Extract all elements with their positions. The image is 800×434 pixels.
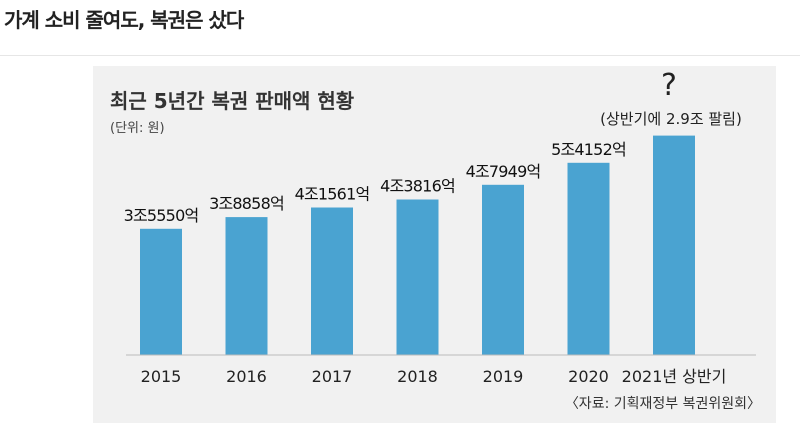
- data-label-3: 4조3816억: [380, 177, 455, 196]
- x-tick-label-1: 2016: [226, 367, 267, 386]
- chart-title: 최근 5년간 복권 판매액 현황: [110, 89, 355, 113]
- header-divider: [0, 55, 800, 56]
- x-tick-label-6: 2021년 상반기: [622, 367, 727, 386]
- bar-chart: 최근 5년간 복권 판매액 현황 (단위: 원) 3조5550억 3조8858억 4…: [110, 68, 761, 412]
- data-label-1: 3조8858억: [209, 194, 284, 213]
- bar-1: [225, 217, 268, 355]
- x-tick-label-3: 2018: [397, 367, 438, 386]
- bar-6: [653, 135, 695, 355]
- bar-3: [396, 199, 439, 355]
- bar-4: [482, 184, 524, 355]
- bar-2: [311, 207, 353, 355]
- data-labels-group: 3조5550억 3조8858억 4조1561억 4조3816억 4조7949억 5조415…: [124, 140, 627, 225]
- question-mark: ?: [661, 68, 677, 103]
- chart-panel: 최근 5년간 복권 판매액 현황 (단위: 원) 3조5550억 3조8858억 4…: [93, 66, 776, 423]
- x-tick-label-0: 2015: [141, 367, 182, 386]
- data-label-5: 5조4152억: [551, 140, 626, 159]
- bars-group: [140, 135, 695, 355]
- x-tick-label-5: 2020: [568, 367, 609, 386]
- annotation-text: (상반기에 2.9조 팔림): [600, 110, 742, 128]
- x-tick-labels-group: 2015 2016 2017 2018 2019 2020 2021년 상반기: [141, 367, 727, 386]
- x-tick-label-4: 2019: [483, 367, 524, 386]
- x-tick-label-2: 2017: [312, 367, 353, 386]
- bar-0: [140, 228, 182, 355]
- data-label-0: 3조5550억: [124, 206, 199, 225]
- bar-5: [567, 162, 610, 355]
- chart-unit: (단위: 원): [110, 121, 165, 136]
- data-label-2: 4조1561억: [295, 185, 370, 204]
- article-headline: 가계 소비 줄여도, 복권은 샀다: [4, 8, 244, 32]
- data-label-4: 4조7949억: [466, 162, 541, 181]
- source-text: 〈자료: 기획재정부 복권위원회〉: [565, 396, 761, 412]
